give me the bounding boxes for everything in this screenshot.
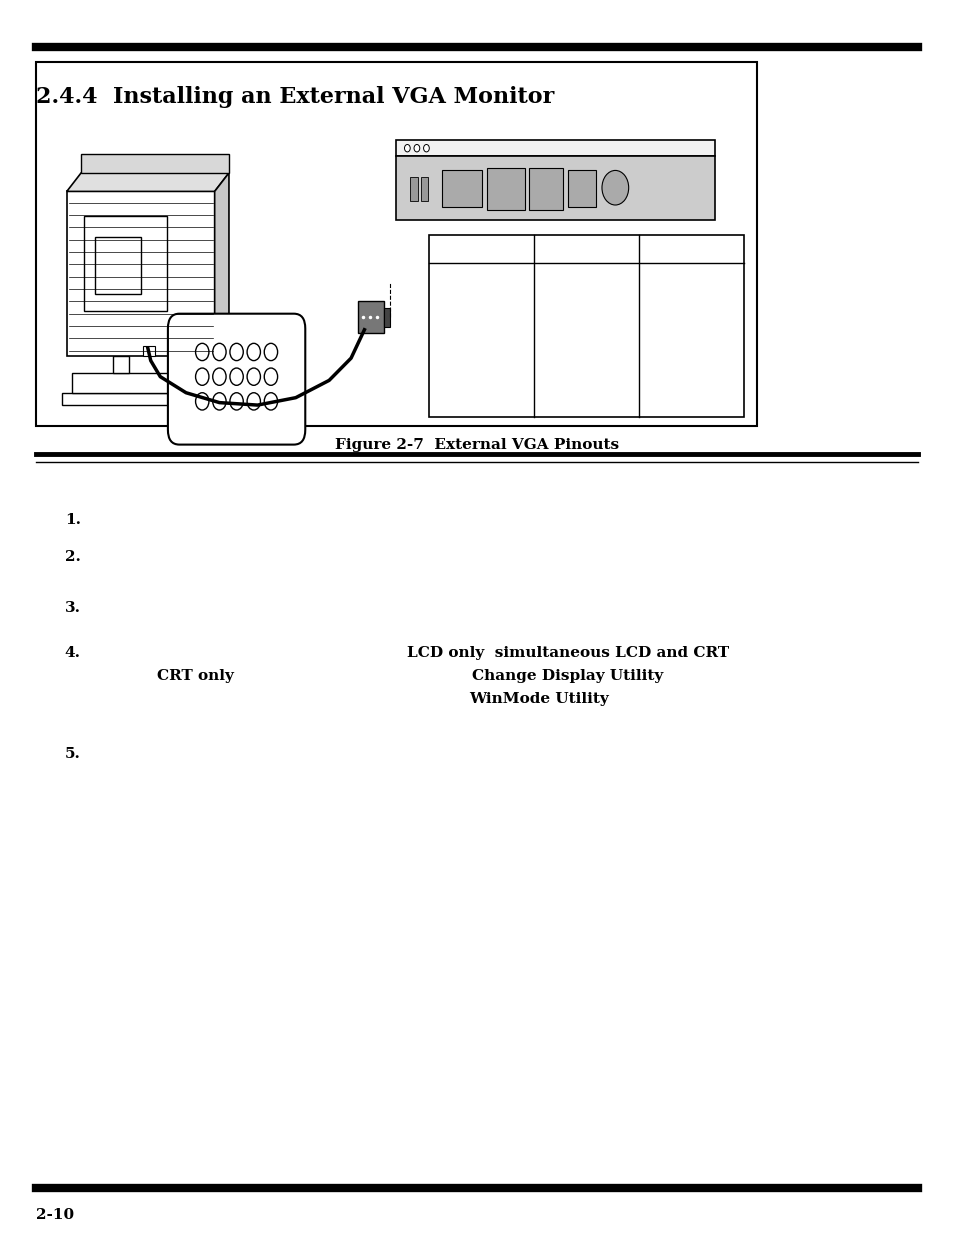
Circle shape [247,368,260,385]
Polygon shape [214,173,229,356]
Polygon shape [384,308,390,327]
Circle shape [230,368,243,385]
Bar [429,235,743,417]
Text: WinMode Utility: WinMode Utility [469,692,608,705]
Polygon shape [112,356,129,373]
Circle shape [230,393,243,410]
Circle shape [247,393,260,410]
FancyBboxPatch shape [168,314,305,445]
Circle shape [404,144,410,152]
Polygon shape [62,393,181,405]
Circle shape [213,393,226,410]
Circle shape [213,368,226,385]
Text: 2.4.4  Installing an External VGA Monitor: 2.4.4 Installing an External VGA Monitor [36,86,554,109]
Circle shape [230,343,243,361]
Polygon shape [567,170,596,207]
Text: 4.: 4. [65,646,81,659]
Circle shape [601,170,628,205]
Text: 2.: 2. [65,550,81,563]
Circle shape [414,144,419,152]
Polygon shape [410,177,417,201]
Circle shape [213,343,226,361]
Circle shape [195,393,209,410]
Polygon shape [84,216,167,311]
Circle shape [423,144,429,152]
Polygon shape [395,140,715,156]
Text: Change Display Utility: Change Display Utility [472,669,662,683]
Polygon shape [486,168,524,210]
Polygon shape [143,346,154,356]
Bar [36,62,756,426]
Text: CRT only: CRT only [157,669,234,683]
Polygon shape [395,156,715,220]
Polygon shape [95,237,141,294]
Circle shape [247,343,260,361]
Polygon shape [71,373,172,393]
Circle shape [195,368,209,385]
Polygon shape [357,301,384,333]
Text: 5.: 5. [65,747,81,761]
Circle shape [264,343,277,361]
Text: LCD only  simultaneous LCD and CRT: LCD only simultaneous LCD and CRT [406,646,728,659]
Polygon shape [67,173,229,191]
Text: 3.: 3. [65,601,81,615]
Polygon shape [81,154,229,173]
Polygon shape [441,170,481,207]
Text: Figure 2-7  External VGA Pinouts: Figure 2-7 External VGA Pinouts [335,438,618,452]
Polygon shape [420,177,428,201]
Circle shape [264,393,277,410]
Polygon shape [67,191,214,356]
Text: 1.: 1. [65,513,81,526]
Polygon shape [529,168,562,210]
Circle shape [264,368,277,385]
Circle shape [195,343,209,361]
Text: 2-10: 2-10 [36,1208,74,1221]
